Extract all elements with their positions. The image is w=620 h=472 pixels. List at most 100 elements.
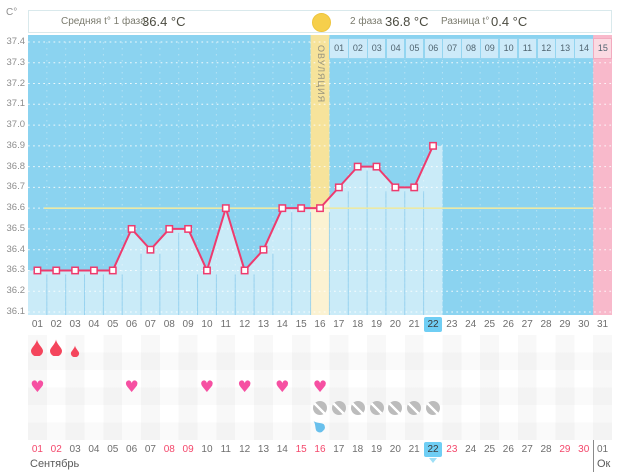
date-cell[interactable]: 02: [50, 444, 62, 455]
date-cell[interactable]: 09: [182, 444, 194, 455]
intercourse-heart-icon: ♥: [30, 377, 45, 396]
date-cell[interactable]: 25: [483, 444, 496, 455]
day-cell[interactable]: 13: [257, 319, 270, 330]
date-cell[interactable]: 04: [88, 444, 100, 455]
intercourse-heart-icon: ♥: [237, 377, 252, 396]
day-cell[interactable]: 12: [239, 319, 251, 330]
y-tick-label: 36.8: [6, 160, 26, 172]
date-cell[interactable]: 21: [408, 444, 420, 455]
day-cell[interactable]: 02: [50, 319, 62, 330]
menstruation-drop-icon: [70, 344, 80, 362]
dpo-cell: 04: [385, 38, 406, 59]
intercourse-heart-icon: ♥: [275, 377, 290, 396]
chart-canvas: [28, 35, 612, 315]
date-cell[interactable]: 05: [107, 444, 119, 455]
date-cell[interactable]: 10: [201, 444, 213, 455]
date-cell[interactable]: 06: [126, 444, 138, 455]
dpo-cell: 07: [442, 38, 462, 59]
date-cell[interactable]: 20: [389, 444, 401, 455]
date-cell[interactable]: 01: [597, 444, 609, 455]
day-cell[interactable]: 21: [408, 319, 420, 330]
date-cell[interactable]: 29: [559, 444, 571, 455]
data-point-marker: [146, 245, 155, 254]
dpo-cell: 05: [404, 38, 425, 59]
date-cell[interactable]: 18: [352, 444, 364, 455]
date-cell[interactable]: 12: [239, 444, 251, 455]
dpo-cell: 06: [423, 38, 443, 59]
day-cell[interactable]: 09: [182, 319, 194, 330]
day-cell[interactable]: 29: [559, 319, 571, 330]
date-cell[interactable]: 17: [333, 444, 345, 455]
day-cell[interactable]: 01: [31, 319, 43, 330]
day-cell[interactable]: 19: [370, 319, 383, 330]
date-cell[interactable]: 08: [163, 444, 175, 455]
y-tick-label: 37.2: [6, 77, 26, 89]
next-month-label: Ок: [597, 458, 611, 470]
pill-icon: [350, 401, 365, 415]
day-cell[interactable]: 04: [88, 319, 100, 330]
day-cell[interactable]: 15: [295, 319, 307, 330]
pill-icon: [369, 401, 384, 415]
ovulation-dot-icon: [312, 13, 331, 32]
day-cell[interactable]: 03: [69, 319, 81, 330]
date-cell[interactable]: 24: [465, 444, 477, 455]
date-cell[interactable]: 03: [69, 444, 81, 455]
intercourse-heart-icon: ♥: [199, 377, 215, 396]
day-cell[interactable]: 17: [333, 319, 345, 330]
date-cell[interactable]: 15: [295, 444, 307, 455]
date-cell[interactable]: 13: [257, 444, 270, 455]
data-point-marker: [127, 224, 136, 233]
y-tick-label: 37.3: [6, 56, 26, 68]
day-cell[interactable]: 08: [163, 319, 175, 330]
stats-header: Средняя t° 1 фаза 36.4 °C 2 фаза 36.8 °C…: [28, 10, 612, 33]
day-cell[interactable]: 07: [144, 319, 156, 330]
day-cell[interactable]: 25: [483, 319, 496, 330]
day-cell[interactable]: 27: [521, 319, 533, 330]
y-tick-label: 36.3: [6, 264, 26, 276]
pill-icon: [426, 401, 441, 415]
y-axis-unit-label: C°: [6, 7, 18, 18]
day-cell[interactable]: 14: [276, 319, 288, 330]
y-tick-label: 36.2: [6, 285, 26, 297]
date-cell[interactable]: 11: [220, 444, 231, 455]
day-cell[interactable]: 18: [352, 319, 364, 330]
day-cell[interactable]: 05: [107, 319, 119, 330]
data-point-marker: [89, 266, 98, 275]
date-cell[interactable]: 19: [370, 444, 383, 455]
data-point-marker: [391, 183, 400, 192]
day-cell[interactable]: 06: [126, 319, 138, 330]
pill-icon: [407, 401, 422, 415]
day-cell[interactable]: 10: [201, 319, 213, 330]
date-cell[interactable]: 28: [540, 444, 552, 455]
date-cell[interactable]: 30: [578, 444, 590, 455]
date-cell[interactable]: 14: [276, 444, 288, 455]
date-cell[interactable]: 07: [144, 444, 156, 455]
pill-icon: [313, 401, 327, 415]
date-cell[interactable]: 22: [424, 441, 443, 458]
temperature-chart: 01 02 03 04 05 06 07 08 09 10 11 12 13 14 15 ОВУЛЯЦИЯ: [28, 35, 612, 315]
date-cell[interactable]: 23: [446, 444, 458, 455]
day-cell[interactable]: 20: [389, 319, 401, 330]
date-cell[interactable]: 01: [31, 444, 43, 455]
data-point-marker: [297, 204, 306, 213]
pill-icon: [388, 401, 403, 415]
dpo-cell: 09: [480, 38, 500, 59]
date-cell[interactable]: 26: [502, 444, 514, 455]
day-cell[interactable]: 28: [540, 319, 552, 330]
day-cell[interactable]: 16: [314, 319, 326, 330]
y-tick-label: 36.7: [6, 181, 26, 193]
day-cell[interactable]: 31: [597, 319, 609, 330]
day-cell[interactable]: 11: [220, 319, 231, 330]
marker-panel: ♥ ♥ ♥ ♥ ♥ ♥: [28, 335, 612, 440]
date-cell[interactable]: 16: [314, 444, 326, 455]
day-cell[interactable]: 23: [446, 319, 458, 330]
dpo-cell: 12: [536, 38, 556, 59]
date-cell[interactable]: 27: [521, 444, 533, 455]
day-cell[interactable]: 26: [502, 319, 514, 330]
y-tick-label: 36.4: [6, 243, 26, 255]
predicted-period-band: [593, 35, 612, 315]
day-cell[interactable]: 24: [465, 319, 477, 330]
day-cell[interactable]: 22: [424, 316, 443, 333]
day-cell[interactable]: 30: [578, 319, 590, 330]
